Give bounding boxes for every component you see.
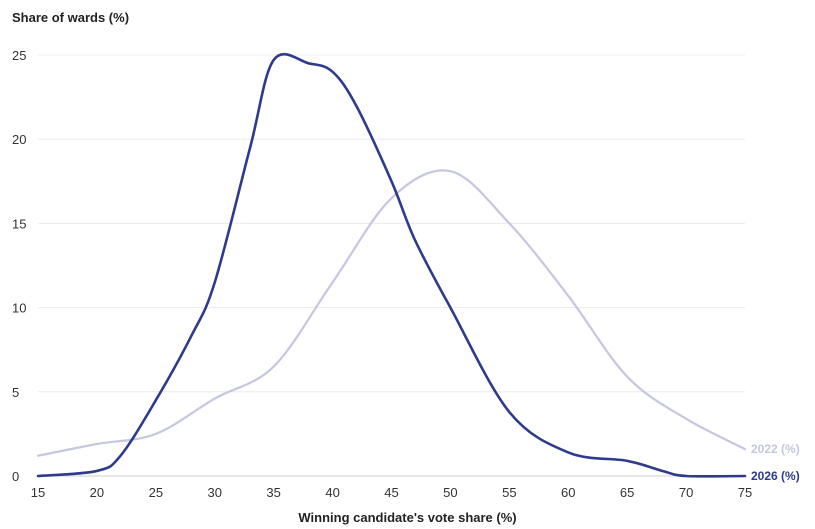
x-tick-label: 40 [325,485,339,500]
y-tick-label: 25 [12,48,26,63]
x-tick-label: 70 [679,485,693,500]
x-tick-label: 30 [208,485,222,500]
series-label-0: 2022 (%) [751,442,800,456]
x-tick-label: 20 [90,485,104,500]
y-tick-label: 15 [12,216,26,231]
x-tick-label: 35 [266,485,280,500]
x-tick-label: 60 [561,485,575,500]
y-tick-label: 0 [12,469,19,484]
y-tick-label: 20 [12,132,26,147]
series-label-1: 2026 (%) [751,469,800,483]
x-tick-label: 50 [443,485,457,500]
series-line-1 [36,53,747,478]
y-tick-label: 10 [12,301,26,316]
x-tick-label: 75 [738,485,752,500]
y-tick-label: 5 [12,385,19,400]
y-axis-label: Share of wards (%) [12,10,130,25]
x-tick-label: 25 [149,485,163,500]
x-tick-label: 45 [384,485,398,500]
series-line-0 [36,169,747,457]
x-tick-label: 15 [31,485,45,500]
x-tick-label: 55 [502,485,516,500]
x-axis-label: Winning candidate's vote share (%) [298,510,517,525]
x-tick-label: 65 [620,485,634,500]
